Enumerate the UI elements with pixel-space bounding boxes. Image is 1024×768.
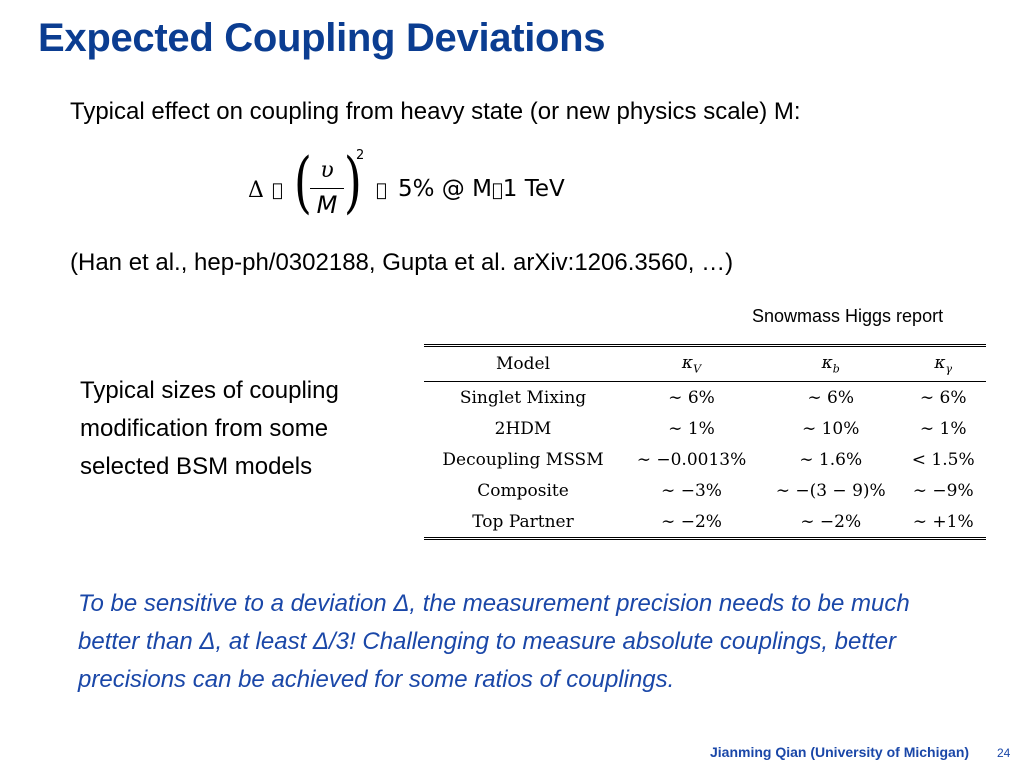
table-cell: Decoupling MSSM <box>442 449 604 470</box>
table-cell: 2HDM <box>494 418 552 439</box>
formula-exponent: 2 <box>356 148 365 163</box>
conclusion-note: To be sensitive to a deviation Δ, the me… <box>78 590 910 693</box>
references: (Han et al., hep-ph/0302188, Gupta et al… <box>70 249 734 276</box>
table-cell: ∼ 1% <box>668 418 715 439</box>
header-kappa-b: κb <box>821 352 840 376</box>
table-cell: Top Partner <box>472 511 574 532</box>
bsm-models-table: Model κV κb κγ Singlet Mixing ∼ 6% ∼ 6% … <box>424 344 986 540</box>
table-cell: ∼ −(3 − 9)% <box>775 480 886 501</box>
table-cell: ∼ 6% <box>919 387 967 408</box>
table-row: Top Partner ∼ −2% ∼ −2% ∼ +1% <box>424 506 986 539</box>
table-cell: Singlet Mixing <box>459 387 587 408</box>
formula-numerator: υ <box>320 158 334 183</box>
header-kappa-v: κV <box>681 352 702 376</box>
formula-delta: Δ <box>248 178 264 203</box>
table-cell: < 1.5% <box>911 449 975 470</box>
formula-glyph-c:  <box>491 180 503 201</box>
side-description: Typical sizes of coupling modification f… <box>80 377 339 480</box>
table-cell: ∼ −3% <box>661 480 722 501</box>
formula-rhs: 5% @ M1 TeV <box>398 176 565 202</box>
table-header-row: Model κV κb κγ <box>424 346 986 382</box>
table-caption: Snowmass Higgs report <box>752 306 944 326</box>
table-cell: ∼ 6% <box>668 387 715 408</box>
table-row: Decoupling MSSM ∼ −0.0013% ∼ 1.6% < 1.5% <box>424 444 986 475</box>
coupling-formula: Δ  ( υ M ) 2  5% @ M1 TeV <box>248 148 668 228</box>
formula-glyph-b:  <box>376 180 387 201</box>
page-number: 24 <box>997 746 1011 760</box>
table-cell: ∼ −2% <box>661 511 722 532</box>
table-cell: ∼ 1% <box>919 418 967 439</box>
slide-title: Expected Coupling Deviations <box>38 16 606 60</box>
formula-left-paren: ( <box>293 144 312 221</box>
table-cell: ∼ 6% <box>807 387 854 408</box>
intro-text: Typical effect on coupling from heavy st… <box>70 98 801 125</box>
formula-rhs-post: 1 TeV <box>497 176 565 202</box>
table-cell: ∼ −2% <box>800 511 862 532</box>
formula-denominator: M <box>316 191 338 219</box>
formula-right-paren: ) <box>343 144 362 221</box>
table-row: Composite ∼ −3% ∼ −(3 − 9)% ∼ −9% <box>424 475 986 506</box>
footer-author: Jianming Qian (University of Michigan) <box>710 744 970 760</box>
header-kappa-gamma: κγ <box>934 352 953 376</box>
table-cell: ∼ −9% <box>912 480 974 501</box>
fraction-bar <box>310 188 344 189</box>
table-cell: Composite <box>477 480 569 501</box>
table-row: Singlet Mixing ∼ 6% ∼ 6% ∼ 6% <box>424 382 986 414</box>
formula-rhs-pre: 5% @ M <box>398 176 492 202</box>
table-cell: ∼ +1% <box>912 511 974 532</box>
header-model: Model <box>495 354 551 374</box>
table-cell: ∼ 10% <box>801 418 860 439</box>
table-row: 2HDM ∼ 1% ∼ 10% ∼ 1% <box>424 413 986 444</box>
table-cell: ∼ 1.6% <box>799 449 863 470</box>
formula-fraction: υ M <box>310 158 344 219</box>
formula-glyph-a:  <box>272 180 283 201</box>
table-cell: ∼ −0.0013% <box>636 449 747 470</box>
